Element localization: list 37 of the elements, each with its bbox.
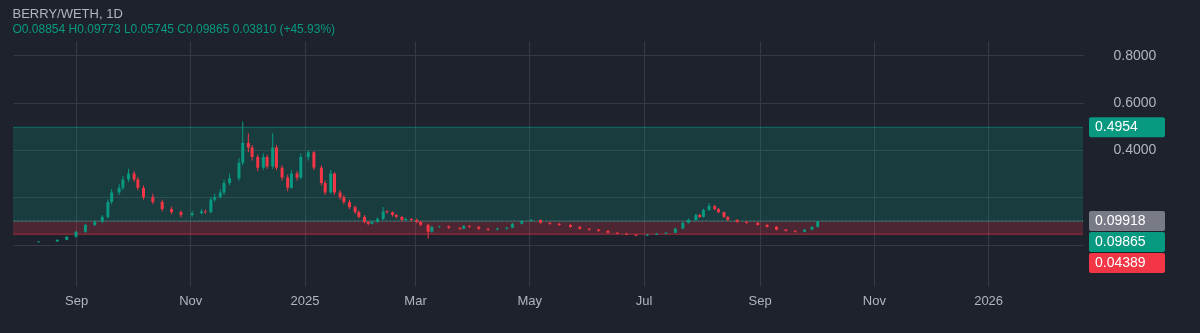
ref-line-label: 0.04389	[1095, 254, 1146, 271]
candlestick	[299, 152, 303, 180]
chart-title: BERRY/WETH, 1D	[12, 6, 123, 21]
candlestick	[634, 233, 638, 237]
candlestick	[329, 169, 333, 195]
candlestick	[793, 229, 797, 233]
candlestick	[707, 202, 711, 212]
ref-line-label: 0.4954	[1095, 118, 1139, 135]
x-tick-label: Mar	[404, 292, 428, 308]
x-tick-label: Jul	[635, 292, 653, 308]
candlestick	[529, 218, 533, 223]
y-tick-label: 0.6000	[1113, 94, 1157, 111]
x-tick-label: Sep	[748, 292, 772, 308]
candlestick	[338, 189, 342, 201]
candlestick	[426, 223, 430, 240]
candlestick	[385, 209, 389, 215]
candlestick	[295, 170, 299, 182]
x-tick-label: Nov	[179, 292, 203, 308]
candlestick	[222, 178, 226, 196]
x-tick-label: May	[517, 292, 543, 308]
x-tick-label: Nov	[862, 292, 887, 308]
candlestick	[179, 209, 183, 218]
chart-subtitle: O0.08854 H0.09773 L0.05745 C0.09865 0.03810 (+45.93%)	[12, 22, 336, 36]
candlestick	[765, 223, 769, 229]
ref-line-label: 0.09918	[1095, 212, 1146, 229]
x-tick-label: 2026	[974, 292, 1004, 308]
candlestick	[271, 132, 275, 170]
x-tick-label: Sep	[64, 292, 89, 308]
candlestick	[250, 144, 254, 162]
candlestick	[312, 150, 316, 171]
candlestick	[274, 144, 278, 171]
candlestick	[333, 171, 336, 196]
y-tick-label: 0.4000	[1113, 141, 1157, 158]
candlestick	[664, 231, 668, 235]
ref-line-label: 0.09865	[1095, 233, 1146, 250]
x-tick-label: 2025	[290, 292, 320, 308]
y-tick-label: 0.8000	[1113, 46, 1157, 63]
